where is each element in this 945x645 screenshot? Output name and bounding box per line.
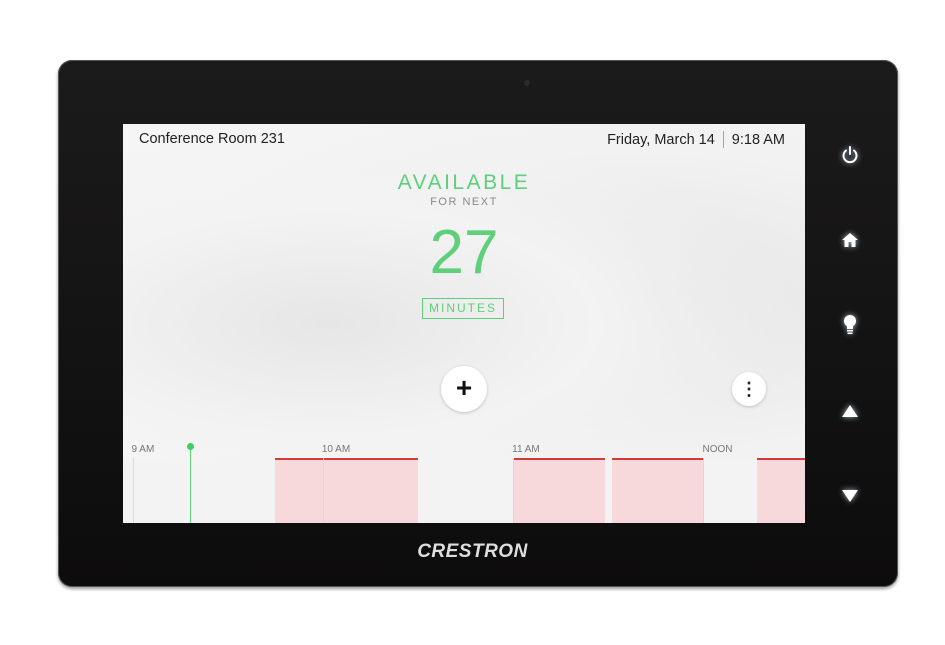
- booking-block[interactable]: [611, 458, 704, 523]
- add-booking-button[interactable]: +: [441, 366, 487, 412]
- hour-gridline: [322, 458, 324, 523]
- hour-label: 11 AM: [512, 444, 540, 455]
- more-vertical-icon: ⋮: [740, 379, 758, 399]
- status-sublabel: FOR NEXT: [430, 196, 498, 208]
- timeline-bar: [123, 458, 805, 523]
- hour-label: 10 AM: [321, 444, 351, 455]
- more-options-button[interactable]: ⋮: [732, 372, 766, 406]
- status-label: AVAILABLE: [397, 171, 531, 194]
- power-icon: [842, 146, 858, 164]
- divider: [722, 131, 724, 148]
- minutes-count: 27: [429, 218, 499, 287]
- hour-gridline: [132, 458, 134, 523]
- camera-icon: [524, 80, 530, 86]
- date-time: Friday, March 14 9:18 AM: [607, 131, 785, 148]
- power-button[interactable]: [838, 143, 862, 167]
- home-icon: [842, 233, 858, 247]
- home-button[interactable]: [838, 228, 862, 252]
- lights-button[interactable]: [838, 313, 862, 337]
- hour-gridline: [513, 458, 515, 523]
- minutes-label: MINUTES: [422, 298, 504, 319]
- hour-label: 9 AM: [131, 444, 155, 455]
- up-button[interactable]: [838, 399, 862, 423]
- schedule-timeline[interactable]: 9 AM 10 AM 11 AM NOON: [123, 440, 805, 523]
- plus-icon: +: [455, 372, 473, 403]
- current-time-line: [189, 447, 191, 523]
- arrow-down-icon: [842, 490, 858, 502]
- booking-block[interactable]: [757, 458, 805, 523]
- hour-label: NOON: [702, 444, 733, 455]
- room-name: Conference Room 231: [139, 131, 285, 147]
- current-time-dot: [186, 443, 194, 450]
- arrow-up-icon: [842, 405, 858, 417]
- booking-block[interactable]: [513, 458, 606, 523]
- booking-block[interactable]: [275, 458, 418, 523]
- crestron-logo: CRESTRON: [417, 541, 528, 562]
- time: 9:18 AM: [731, 131, 785, 148]
- screen: Conference Room 231 Friday, March 14 9:1…: [123, 124, 805, 523]
- down-button[interactable]: [838, 484, 862, 508]
- hour-gridline: [703, 458, 705, 523]
- date: Friday, March 14: [607, 131, 715, 148]
- lightbulb-icon: [844, 315, 856, 334]
